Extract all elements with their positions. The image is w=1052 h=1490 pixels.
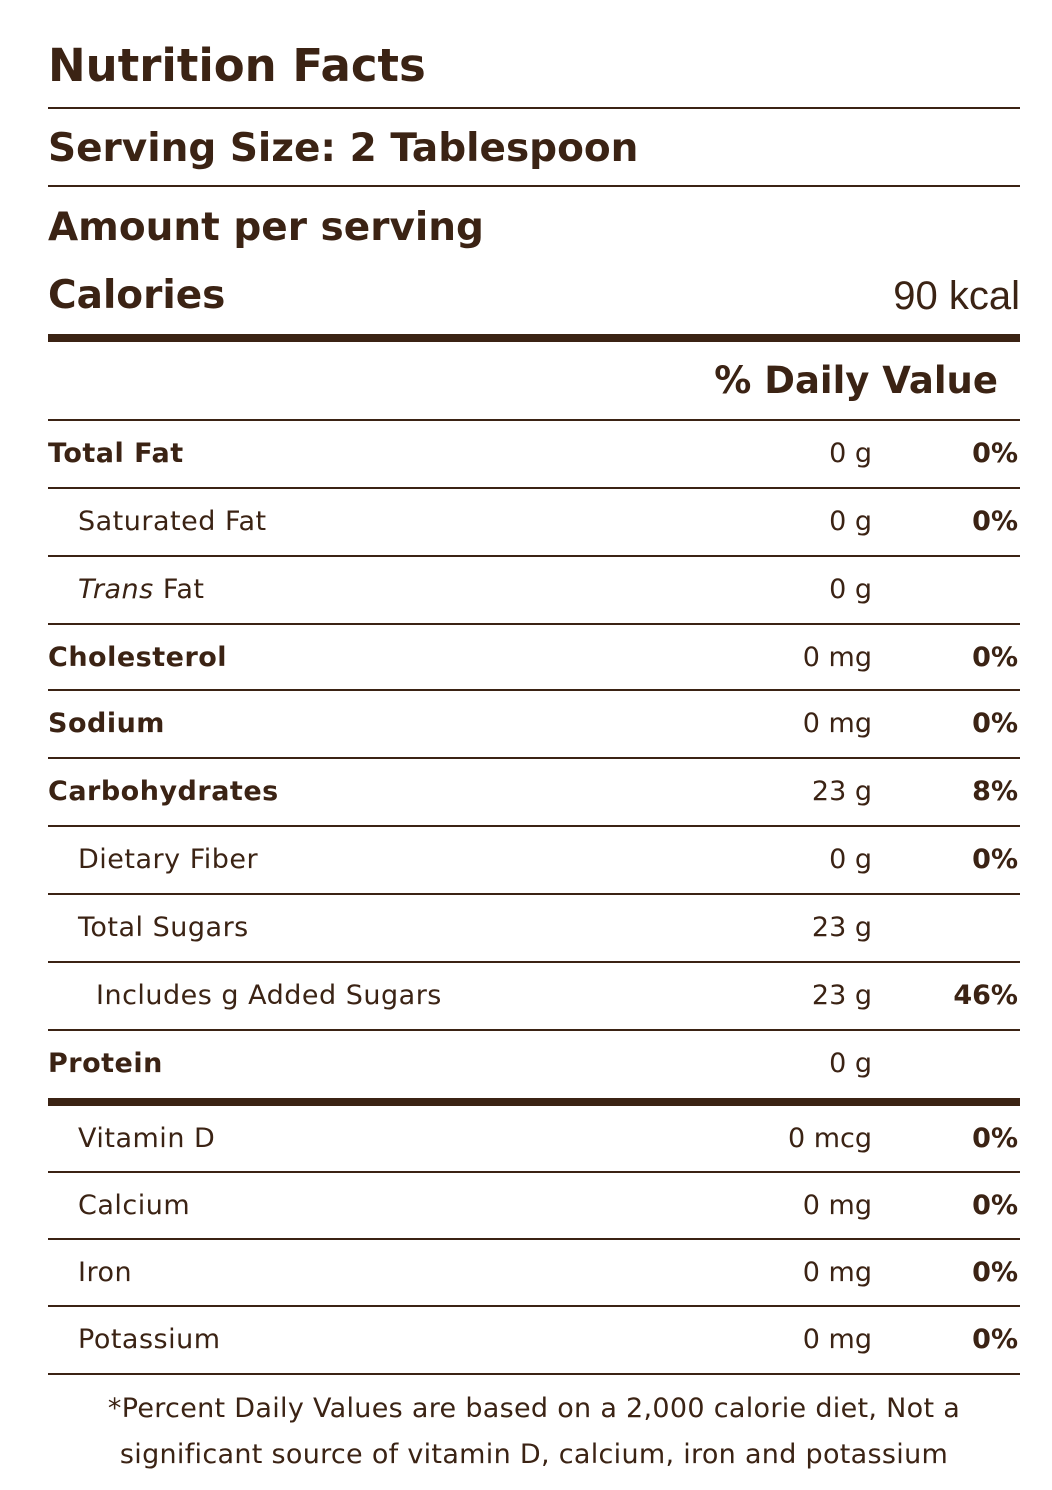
calories-row: Calories 90 kcal xyxy=(48,270,1020,322)
nutrient-name: Total Sugars xyxy=(78,912,249,943)
vitamin-daily-value: 0% xyxy=(972,1123,1018,1154)
vitamin-amount: 0 mg xyxy=(802,1257,872,1288)
divider xyxy=(48,623,1020,625)
daily-value-header: % Daily Value xyxy=(714,359,998,402)
divider xyxy=(48,419,1020,421)
vitamin-amount: 0 mg xyxy=(802,1324,872,1355)
nutrient-daily-value: 0% xyxy=(972,844,1018,875)
nutrient-row-saturated-fat: Saturated Fat 0 g 0% xyxy=(48,489,1020,555)
thick-divider xyxy=(48,334,1020,342)
nutrient-row-cholesterol: Cholesterol 0 mg 0% xyxy=(48,625,1020,691)
nutrient-row-sodium: Sodium 0 mg 0% xyxy=(48,691,1020,757)
nutrient-row-dietary-fiber: Dietary Fiber 0 g 0% xyxy=(48,827,1020,893)
divider xyxy=(48,107,1020,109)
vitamin-row-potassium: Potassium 0 mg 0% xyxy=(48,1307,1020,1373)
divider xyxy=(48,1305,1020,1307)
divider xyxy=(48,1238,1020,1240)
divider xyxy=(48,689,1020,691)
nutrient-amount: 0 g xyxy=(829,844,872,875)
vitamin-amount: 0 mcg xyxy=(787,1123,872,1154)
divider xyxy=(48,757,1020,759)
nutrient-name: Cholesterol xyxy=(48,642,228,673)
nutrient-row-carbohydrates: Carbohydrates 23 g 8% xyxy=(48,759,1020,825)
nutrient-daily-value: 8% xyxy=(972,776,1018,807)
nutrition-facts-label: Nutrition Facts Serving Size: 2 Tablespo… xyxy=(48,0,1020,1490)
thick-divider xyxy=(48,1098,1020,1106)
nutrient-name: Sodium xyxy=(48,708,165,739)
nutrient-name: Protein xyxy=(48,1048,163,1079)
calories-value: 90 kcal xyxy=(893,274,1020,318)
nutrient-amount: 0 g xyxy=(829,438,872,469)
nutrient-amount: 0 g xyxy=(829,506,872,537)
nutrient-row-added-sugars: Includes g Added Sugars 23 g 46% xyxy=(48,963,1020,1029)
vitamin-amount: 0 mg xyxy=(802,1190,872,1221)
trans-italic: Trans xyxy=(78,574,154,605)
divider xyxy=(48,1373,1020,1375)
nutrient-amount: 0 mg xyxy=(802,708,872,739)
label-title: Nutrition Facts xyxy=(48,39,426,92)
nutrient-amount: 0 g xyxy=(829,1048,872,1079)
nutrient-amount: 0 mg xyxy=(802,642,872,673)
divider xyxy=(48,893,1020,895)
serving-size: Serving Size: 2 Tablespoon xyxy=(48,126,639,171)
footnote: *Percent Daily Values are based on a 2,0… xyxy=(48,1386,1020,1478)
vitamin-daily-value: 0% xyxy=(972,1190,1018,1221)
divider xyxy=(48,1171,1020,1173)
vitamin-row-iron: Iron 0 mg 0% xyxy=(48,1240,1020,1306)
vitamin-name: Calcium xyxy=(78,1190,191,1221)
amount-per-serving: Amount per serving xyxy=(48,205,484,250)
nutrient-daily-value: 0% xyxy=(972,506,1018,537)
vitamin-name: Iron xyxy=(78,1257,133,1288)
divider xyxy=(48,825,1020,827)
vitamin-daily-value: 0% xyxy=(972,1324,1018,1355)
divider xyxy=(48,185,1020,187)
nutrient-row-protein: Protein 0 g xyxy=(48,1031,1020,1097)
nutrient-amount: 23 g xyxy=(811,980,872,1011)
vitamin-row-calcium: Calcium 0 mg 0% xyxy=(48,1173,1020,1239)
nutrient-name: Carbohydrates xyxy=(48,776,279,807)
nutrient-name: Saturated Fat xyxy=(78,506,267,537)
vitamin-daily-value: 0% xyxy=(972,1257,1018,1288)
nutrient-amount: 0 g xyxy=(829,574,872,605)
footnote-line-1: *Percent Daily Values are based on a 2,0… xyxy=(107,1393,961,1424)
divider xyxy=(48,961,1020,963)
nutrient-row-trans-fat: Trans Fat 0 g xyxy=(48,557,1020,623)
divider xyxy=(48,555,1020,557)
divider xyxy=(48,487,1020,489)
nutrient-daily-value: 46% xyxy=(953,980,1018,1011)
trans-rest: Fat xyxy=(153,574,205,605)
nutrient-amount: 23 g xyxy=(811,776,872,807)
nutrient-row-total-sugars: Total Sugars 23 g xyxy=(48,895,1020,961)
nutrient-row-total-fat: Total Fat 0 g 0% xyxy=(48,421,1020,487)
vitamin-row-vitamin-d: Vitamin D 0 mcg 0% xyxy=(48,1106,1020,1172)
divider xyxy=(48,1029,1020,1031)
nutrient-name: Trans Fat xyxy=(78,557,205,623)
footnote-line-2: significant source of vitamin D, calcium… xyxy=(119,1439,949,1470)
vitamin-name: Potassium xyxy=(78,1324,221,1355)
nutrient-daily-value: 0% xyxy=(972,438,1018,469)
vitamin-name: Vitamin D xyxy=(78,1123,216,1154)
nutrient-name: Includes g Added Sugars xyxy=(96,980,442,1011)
nutrient-daily-value: 0% xyxy=(972,708,1018,739)
calories-label: Calories xyxy=(48,273,226,318)
nutrient-name: Dietary Fiber xyxy=(78,844,259,875)
nutrient-amount: 23 g xyxy=(811,912,872,943)
nutrient-name: Total Fat xyxy=(48,438,184,469)
nutrient-daily-value: 0% xyxy=(972,642,1018,673)
